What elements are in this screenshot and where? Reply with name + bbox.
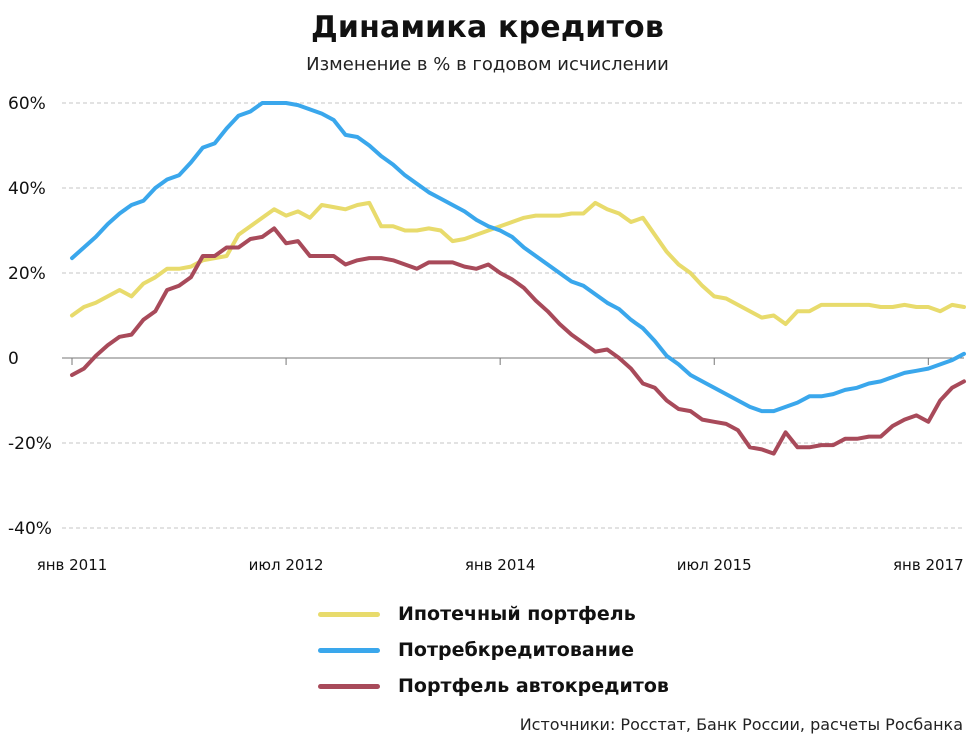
x-tick-label: июл 2012 — [249, 556, 324, 574]
y-tick-label: -20% — [8, 434, 52, 454]
x-tick-label: янв 2011 — [37, 556, 108, 574]
axes — [62, 357, 964, 365]
legend-swatch-consumer — [318, 647, 380, 653]
legend: Ипотечный портфель Потребкредитование По… — [318, 596, 669, 704]
y-tick-label: 40% — [8, 179, 46, 199]
legend-swatch-mortgage — [318, 611, 380, 617]
x-tick-label: янв 2014 — [465, 556, 536, 574]
legend-item-auto: Портфель автокредитов — [318, 668, 669, 704]
auto-line — [70, 226, 966, 456]
y-tick-label: 60% — [8, 94, 46, 114]
x-tick-label: янв 2017 — [893, 556, 964, 574]
x-tick-label: июл 2015 — [677, 556, 752, 574]
y-tick-label: 20% — [8, 264, 46, 284]
y-axis-labels: 60% 40% 20% 0 -20% -40% — [8, 94, 52, 539]
legend-label-mortgage: Ипотечный портфель — [398, 603, 636, 625]
legend-label-auto: Портфель автокредитов — [398, 675, 669, 697]
gridlines — [62, 102, 964, 529]
mortgage-line — [70, 200, 966, 326]
line-chart: 60%40%20%0-20%-40% янв 2011 июл 2012 янв 2… — [8, 94, 966, 574]
legend-item-consumer: Потребкредитование — [318, 632, 669, 668]
y-tick-label: -40% — [8, 519, 52, 539]
x-axis-labels: янв 2011 июл 2012 янв 2014 июл 2015 янв 2017 — [37, 556, 964, 574]
legend-item-mortgage: Ипотечный портфель — [318, 596, 669, 632]
series-lines — [70, 101, 966, 456]
legend-label-consumer: Потребкредитование — [398, 639, 634, 661]
source-note: Источники: Росстат, Банк России, расчеты… — [519, 715, 963, 734]
chart-subtitle: Изменение в % в годовом исчислении — [306, 54, 669, 75]
chart-title: Динамика кредитов — [310, 10, 665, 45]
legend-swatch-auto — [318, 683, 380, 689]
y-tick-label: 0 — [8, 349, 19, 369]
consumer-line — [70, 101, 966, 414]
